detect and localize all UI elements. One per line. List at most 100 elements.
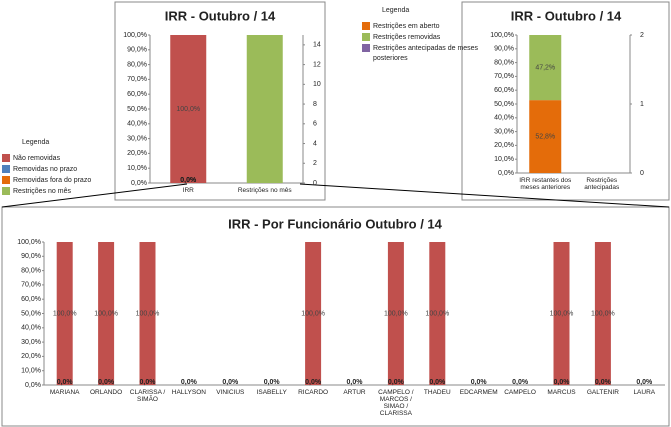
value-label: 100,0% — [94, 310, 118, 317]
y-tick-label: 10,0% — [127, 165, 147, 172]
y2-tick-label: 6 — [313, 121, 317, 128]
y-tick-label: 10,0% — [494, 156, 514, 163]
bar — [594, 242, 611, 385]
y2-tick-label: 12 — [313, 61, 321, 68]
chart-frame — [461, 1, 670, 201]
y-tick-label: 80,0% — [127, 61, 147, 68]
y-tick-label: 30,0% — [21, 339, 41, 346]
value-label: 0,0% — [471, 379, 488, 386]
bar — [139, 242, 156, 385]
legend-title: Legenda — [22, 139, 49, 146]
value-label: 100,0% — [176, 106, 200, 113]
y-tick-label: 80,0% — [21, 267, 41, 274]
y-tick-label: 70,0% — [21, 282, 41, 289]
y-tick-label: 90,0% — [494, 46, 514, 53]
bar — [387, 242, 404, 385]
y-tick-label: 30,0% — [494, 128, 514, 135]
y-tick-label: 60,0% — [494, 87, 514, 94]
x-tick-label: CLARISSA / SIMÃO — [129, 389, 166, 403]
x-tick-label: ISABELLY — [256, 389, 287, 396]
x-tick-label: THADEU — [423, 389, 451, 396]
legend-label: Restrições em aberto — [373, 23, 440, 30]
value-label: 100,0% — [53, 310, 77, 317]
legend-swatch — [2, 176, 10, 184]
value-label: 100,0% — [301, 310, 325, 317]
value-label: 100,0% — [384, 310, 408, 317]
y2-tick-label: 14 — [313, 42, 321, 49]
value-label: 47,2% — [535, 64, 555, 71]
value-label: 0,0% — [305, 379, 322, 386]
value-label: 0,0% — [180, 177, 197, 184]
legend-swatch — [362, 22, 370, 30]
y-tick-label: 40,0% — [494, 115, 514, 122]
y-tick-label: 40,0% — [127, 121, 147, 128]
x-tick-label: ARTUR — [343, 389, 366, 396]
y2-tick-label: 2 — [640, 32, 644, 39]
chart-title: IRR - Por Funcionário Outubro / 14 — [228, 216, 443, 231]
value-label: 0,0% — [429, 379, 446, 386]
y2-tick-label: 4 — [313, 140, 317, 147]
legend-label: Restrições antecipadas de meses posterio… — [373, 45, 480, 62]
value-label: 0,0% — [636, 379, 653, 386]
value-label: 100,0% — [136, 310, 160, 317]
y-tick-label: 90,0% — [21, 253, 41, 260]
x-tick-label: CAMPELO / MARCOS / SIMAO / CLARISSA — [378, 389, 414, 417]
bar — [529, 35, 562, 101]
legend-swatch — [362, 33, 370, 41]
legend-swatch — [362, 44, 370, 52]
x-tick-label: VINICIUS — [216, 389, 245, 396]
x-tick-label: GALTENIR — [586, 389, 619, 396]
y-tick-label: 10,0% — [21, 368, 41, 375]
legend-label: Não removidas — [13, 155, 61, 162]
legend-title: Legenda — [382, 7, 409, 14]
value-label: 0,0% — [181, 379, 198, 386]
legend-swatch — [2, 154, 10, 162]
value-label: 0,0% — [264, 379, 281, 386]
x-tick-label: Restrições no mês — [237, 187, 292, 194]
x-tick-label: LAURA — [633, 389, 656, 396]
legend-label: Restrições removidas — [373, 34, 441, 41]
x-tick-label: MARCUS — [547, 389, 576, 396]
value-label: 0,0% — [554, 379, 571, 386]
x-tick-label: IRR — [182, 187, 194, 194]
y-tick-label: 50,0% — [21, 310, 41, 317]
y-tick-label: 50,0% — [127, 106, 147, 113]
value-label: 0,0% — [180, 177, 197, 184]
bar — [553, 242, 570, 385]
legend-swatch — [2, 165, 10, 173]
chart-title: IRR - Outubro / 14 — [165, 8, 276, 23]
value-label: 100,0% — [425, 310, 449, 317]
bar — [246, 35, 283, 183]
bar — [529, 100, 562, 173]
x-tick-label: EDCARMEM — [459, 389, 498, 396]
bar — [429, 242, 446, 385]
y-tick-label: 30,0% — [127, 135, 147, 142]
value-label: 0,0% — [388, 379, 405, 386]
connector-line — [1, 183, 188, 208]
legend-label: Restrições no mês — [13, 188, 71, 195]
value-label: 0,0% — [140, 379, 157, 386]
y-tick-label: 60,0% — [127, 91, 147, 98]
y2-tick-label: 8 — [313, 101, 317, 108]
y-tick-label: 70,0% — [494, 73, 514, 80]
x-tick-label: IRR restantes dos meses anteriores — [519, 177, 572, 191]
chart-title: IRR - Outubro / 14 — [511, 8, 622, 23]
value-label: 0,0% — [595, 379, 612, 386]
value-label: 0,0% — [222, 379, 239, 386]
bar — [305, 242, 322, 385]
y-tick-label: 40,0% — [21, 325, 41, 332]
y-tick-label: 60,0% — [21, 296, 41, 303]
x-tick-label: CAMPELO — [504, 389, 536, 396]
x-tick-label: Restrições antecipadas — [584, 177, 620, 191]
value-label: 52,8% — [535, 133, 555, 140]
y2-tick-label: 0 — [313, 180, 317, 187]
y-tick-label: 70,0% — [127, 76, 147, 83]
bar — [170, 35, 207, 183]
y-tick-label: 0,0% — [498, 170, 514, 177]
y-tick-label: 90,0% — [127, 47, 147, 54]
value-label: 0,0% — [57, 379, 74, 386]
y-tick-label: 0,0% — [25, 382, 41, 389]
value-label: 100,0% — [591, 310, 615, 317]
